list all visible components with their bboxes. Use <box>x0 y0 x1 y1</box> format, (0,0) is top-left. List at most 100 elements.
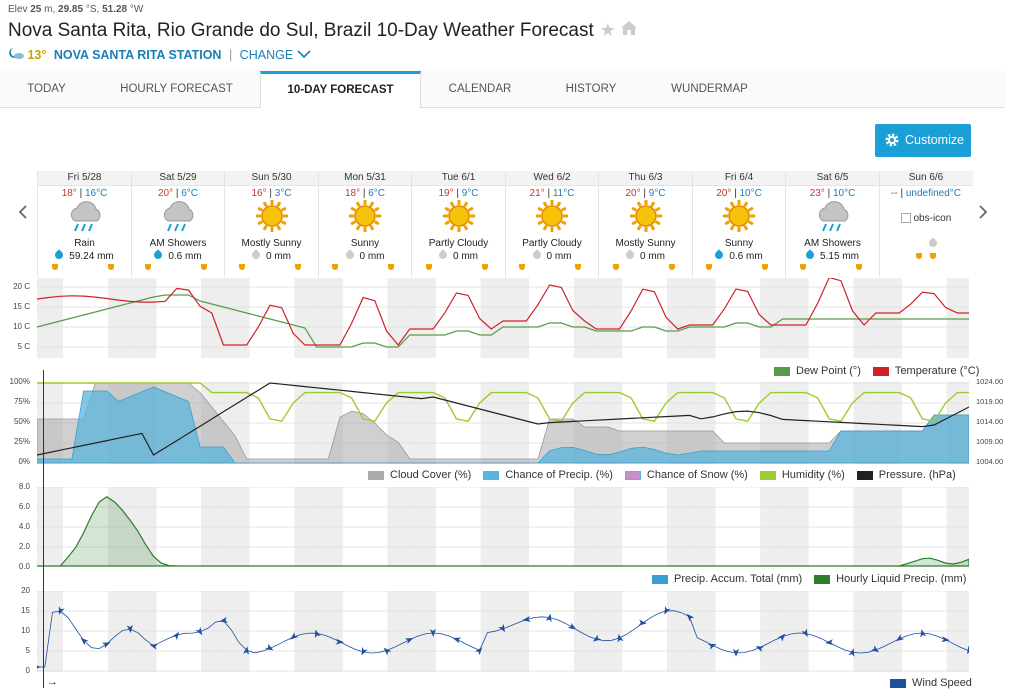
sun-icon <box>346 198 384 239</box>
high-low-temp: 19° | 9°C <box>438 188 479 199</box>
tab-10-day-forecast[interactable]: 10-DAY FORECAST <box>260 71 421 109</box>
y-tick-label: 15 <box>21 606 30 615</box>
precip-amount: 0 mm <box>319 249 412 262</box>
high-low-temp: -- | undefined°C <box>891 188 961 199</box>
station-name[interactable]: NOVA SANTA RITA STATION <box>53 48 222 62</box>
day-column[interactable]: Fri 6/4 20° | 10°C Sunny 0.6 mm <box>691 171 786 277</box>
day-name: Thu 6/3 <box>599 171 692 186</box>
wind-direction-icon <box>545 613 552 623</box>
sunrise-sunset-markers <box>412 264 505 272</box>
rain-cloud-icon <box>158 199 198 238</box>
day-column[interactable]: Fri 5/28 18° | 16°C Rain 59.24 mm <box>37 171 131 277</box>
day-column[interactable]: Sun 6/6 -- | undefined°C obs-icon <box>878 171 973 277</box>
wind-direction-icon <box>498 623 505 633</box>
sun-icon <box>533 198 571 239</box>
sunrise-sunset-markers <box>506 264 599 272</box>
wind-direction-icon <box>58 606 65 615</box>
precipitation-legend: Precip. Accum. Total (mm) Hourly Liquid … <box>640 573 966 585</box>
day-column[interactable]: Wed 6/2 21° | 11°C Partly Cloudy 0 mm <box>504 171 599 277</box>
cloud-humidity-legend: Cloud Cover (%) Chance of Precip. (%) Ch… <box>356 469 956 481</box>
wind-direction-icon <box>801 628 808 638</box>
precip-amount: 0 mm <box>412 249 505 262</box>
sun-icon <box>720 198 758 239</box>
temperature-line <box>37 278 969 346</box>
day-column[interactable]: Sat 5/29 20° | 6°C AM Showers 0.6 mm <box>130 171 225 277</box>
dew-point-line <box>37 294 969 348</box>
wind-direction-icon <box>848 648 855 657</box>
hourly-precip-area <box>37 495 969 567</box>
tab-wundermap[interactable]: WUNDERMAP <box>671 83 748 95</box>
tab-history[interactable]: HISTORY <box>565 83 617 95</box>
condition-text: AM Showers <box>149 238 207 249</box>
raindrop-icon <box>713 249 725 261</box>
day-name: Sun 6/6 <box>879 171 973 186</box>
condition-text: Mostly Sunny <box>615 238 676 249</box>
chevron-down-icon[interactable] <box>297 48 311 62</box>
next-arrow-icon[interactable] <box>978 204 988 225</box>
y-tick-label: 20 C <box>13 282 30 291</box>
y-tick-label: 1019.00 <box>976 397 1004 406</box>
wind-direction-icon <box>617 634 624 643</box>
y-tick-label: 1009.00 <box>976 437 1004 446</box>
wind-direction-icon <box>474 647 483 656</box>
y-tick-label: 8.0 <box>18 482 30 491</box>
sunrise-sunset-markers <box>786 264 879 272</box>
day-column[interactable]: Thu 6/3 20° | 9°C Mostly Sunny 0 mm <box>598 171 692 277</box>
humidity-swatch <box>759 470 776 480</box>
wind-direction-icon <box>452 637 462 644</box>
tab-today[interactable]: TODAY <box>27 83 66 95</box>
wind-direction-icon <box>967 645 969 655</box>
change-station-link[interactable]: CHANGE <box>239 48 294 62</box>
day-column[interactable]: Tue 6/1 19° | 9°C Partly Cloudy 0 mm <box>411 171 505 277</box>
sunrise-sunset-markers <box>319 264 412 272</box>
y-tick-label: 0.0 <box>18 562 30 571</box>
y-tick-label: 75% <box>13 397 30 406</box>
wind-direction-icon <box>777 633 786 642</box>
wind-direction-icon <box>825 639 834 646</box>
wind-direction-icon <box>172 631 180 641</box>
tab-hourly-forecast[interactable]: HOURLY FORECAST <box>120 83 233 95</box>
sunrise-sunset-markers <box>880 253 973 261</box>
favorite-star-icon[interactable]: ★ <box>599 20 616 41</box>
dew-point-swatch <box>774 366 790 376</box>
high-low-temp: 20° | 9°C <box>625 188 666 199</box>
prev-arrow-icon[interactable] <box>18 204 28 225</box>
precip-accum-swatch <box>652 574 668 584</box>
customize-button[interactable]: Customize <box>875 124 971 157</box>
precip-amount: 0.6 mm <box>693 249 786 262</box>
wind-direction-icon <box>361 647 368 656</box>
wind-direction-icon <box>941 636 950 643</box>
moon-cloud-icon <box>8 48 24 62</box>
cloud-cover-swatch <box>368 470 384 480</box>
y-tick-label: 1024.00 <box>976 377 1004 386</box>
current-temp: 13° <box>27 48 47 62</box>
raindrop-icon <box>804 249 816 261</box>
y-tick-label: 10 C <box>13 322 30 331</box>
condition-text: AM Showers <box>804 238 861 249</box>
wind-direction-icon <box>664 606 671 615</box>
precip-amount: 0 mm <box>225 249 318 262</box>
tab-calendar[interactable]: CALENDAR <box>448 83 512 95</box>
wind-direction-icon <box>870 645 880 653</box>
pressure-line <box>37 382 969 456</box>
wind-direction-icon <box>219 616 228 623</box>
y-tick-label: 15 C <box>13 302 30 311</box>
day-column[interactable]: Mon 5/31 18° | 6°C Sunny 0 mm <box>317 171 412 277</box>
wind-direction-arrow-icon: → <box>47 676 58 688</box>
wind-direction-icon <box>404 637 414 644</box>
wind-direction-icon <box>383 647 392 656</box>
condition-text: Partly Cloudy <box>522 238 582 249</box>
day-column[interactable]: Sat 6/5 23° | 10°C AM Showers 5.15 mm <box>785 171 879 277</box>
wind-direction-icon <box>149 643 159 650</box>
raindrop-icon <box>343 249 356 261</box>
y-tick-label: 1004.00 <box>976 457 1004 466</box>
high-low-temp: 20° | 6°C <box>157 188 199 199</box>
day-column[interactable]: Sun 5/30 16° | 3°C Mostly Sunny 0 mm <box>224 171 318 277</box>
raindrop-icon <box>152 249 164 261</box>
wind-direction-icon <box>290 632 299 640</box>
home-icon[interactable] <box>620 20 638 42</box>
wind-direction-icon <box>101 642 111 649</box>
day-name: Fri 5/28 <box>38 171 131 186</box>
day-name: Sat 6/5 <box>786 171 879 186</box>
high-low-temp: 18° | 16°C <box>61 188 108 199</box>
